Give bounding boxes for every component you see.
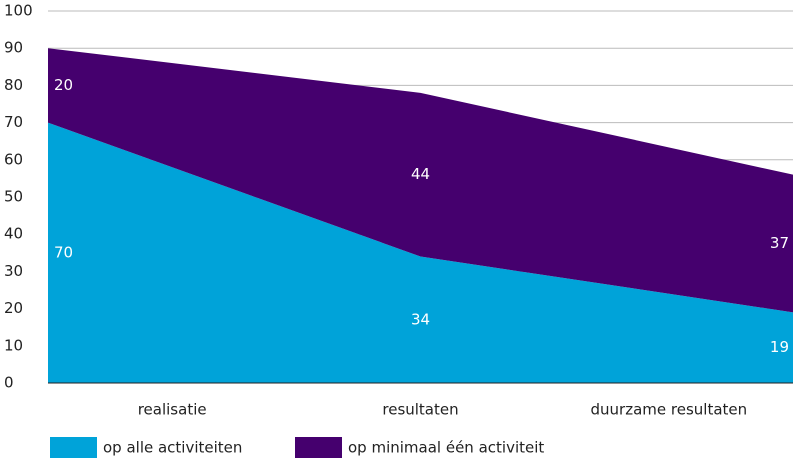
data-label: 44 xyxy=(411,165,430,183)
area xyxy=(48,122,793,383)
legend-label: op alle activiteiten xyxy=(103,439,242,457)
y-tick-label: 20 xyxy=(4,299,23,317)
y-tick-label: 0 xyxy=(4,374,14,392)
y-tick-label: 70 xyxy=(4,113,23,131)
y-tick-label: 100 xyxy=(4,2,33,20)
data-label: 70 xyxy=(54,243,73,261)
data-label: 34 xyxy=(411,310,430,328)
y-tick-label: 40 xyxy=(4,225,23,243)
area xyxy=(48,48,793,313)
x-tick-label: duurzame resultaten xyxy=(591,401,748,419)
legend-label: op minimaal één activiteit xyxy=(348,439,544,457)
legend-swatch xyxy=(50,437,97,458)
y-tick-label: 90 xyxy=(4,39,23,57)
data-label: 20 xyxy=(54,76,73,94)
y-tick-label: 50 xyxy=(4,188,23,206)
y-tick-label: 80 xyxy=(4,76,23,94)
y-tick-label: 30 xyxy=(4,262,23,280)
x-tick-label: realisatie xyxy=(138,401,207,419)
y-tick-label: 10 xyxy=(4,336,23,354)
data-label: 19 xyxy=(770,338,789,356)
y-tick-label: 60 xyxy=(4,150,23,168)
data-label: 37 xyxy=(770,234,789,252)
x-tick-label: resultaten xyxy=(382,401,458,419)
legend-swatch xyxy=(295,437,342,458)
